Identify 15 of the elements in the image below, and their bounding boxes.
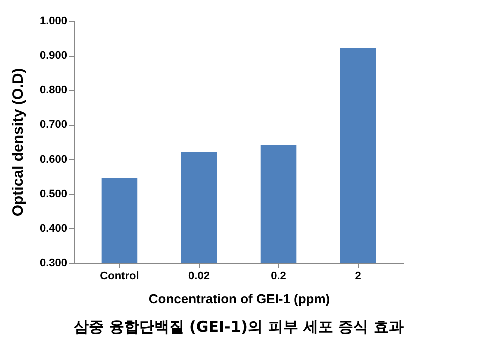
- x-tick-label: 0.02: [188, 270, 210, 282]
- y-tick-label: 0.800: [40, 84, 68, 97]
- x-tick-label: 2: [355, 270, 362, 282]
- x-axis-title: Concentration of GEI-1 (ppm): [148, 292, 330, 306]
- text: 삼중 융합단백질 (GEI-1)의 피부 세포 증식 효과: [74, 318, 404, 336]
- y-tick-label: 0.900: [40, 50, 68, 62]
- x-tick-label: Control: [100, 270, 140, 282]
- y-tick-label: 1.000: [40, 16, 68, 28]
- y-tick-label: 0.700: [40, 119, 68, 132]
- y-tick-label: 0.300: [40, 258, 68, 270]
- y-tick-label: 0.600: [40, 154, 68, 166]
- y-axis-title: Optical density (O.D): [10, 68, 27, 217]
- x-tick-label: 0.2: [271, 270, 286, 282]
- y-tick-label: 0.400: [40, 222, 68, 235]
- y-tick-label: 0.500: [40, 188, 68, 200]
